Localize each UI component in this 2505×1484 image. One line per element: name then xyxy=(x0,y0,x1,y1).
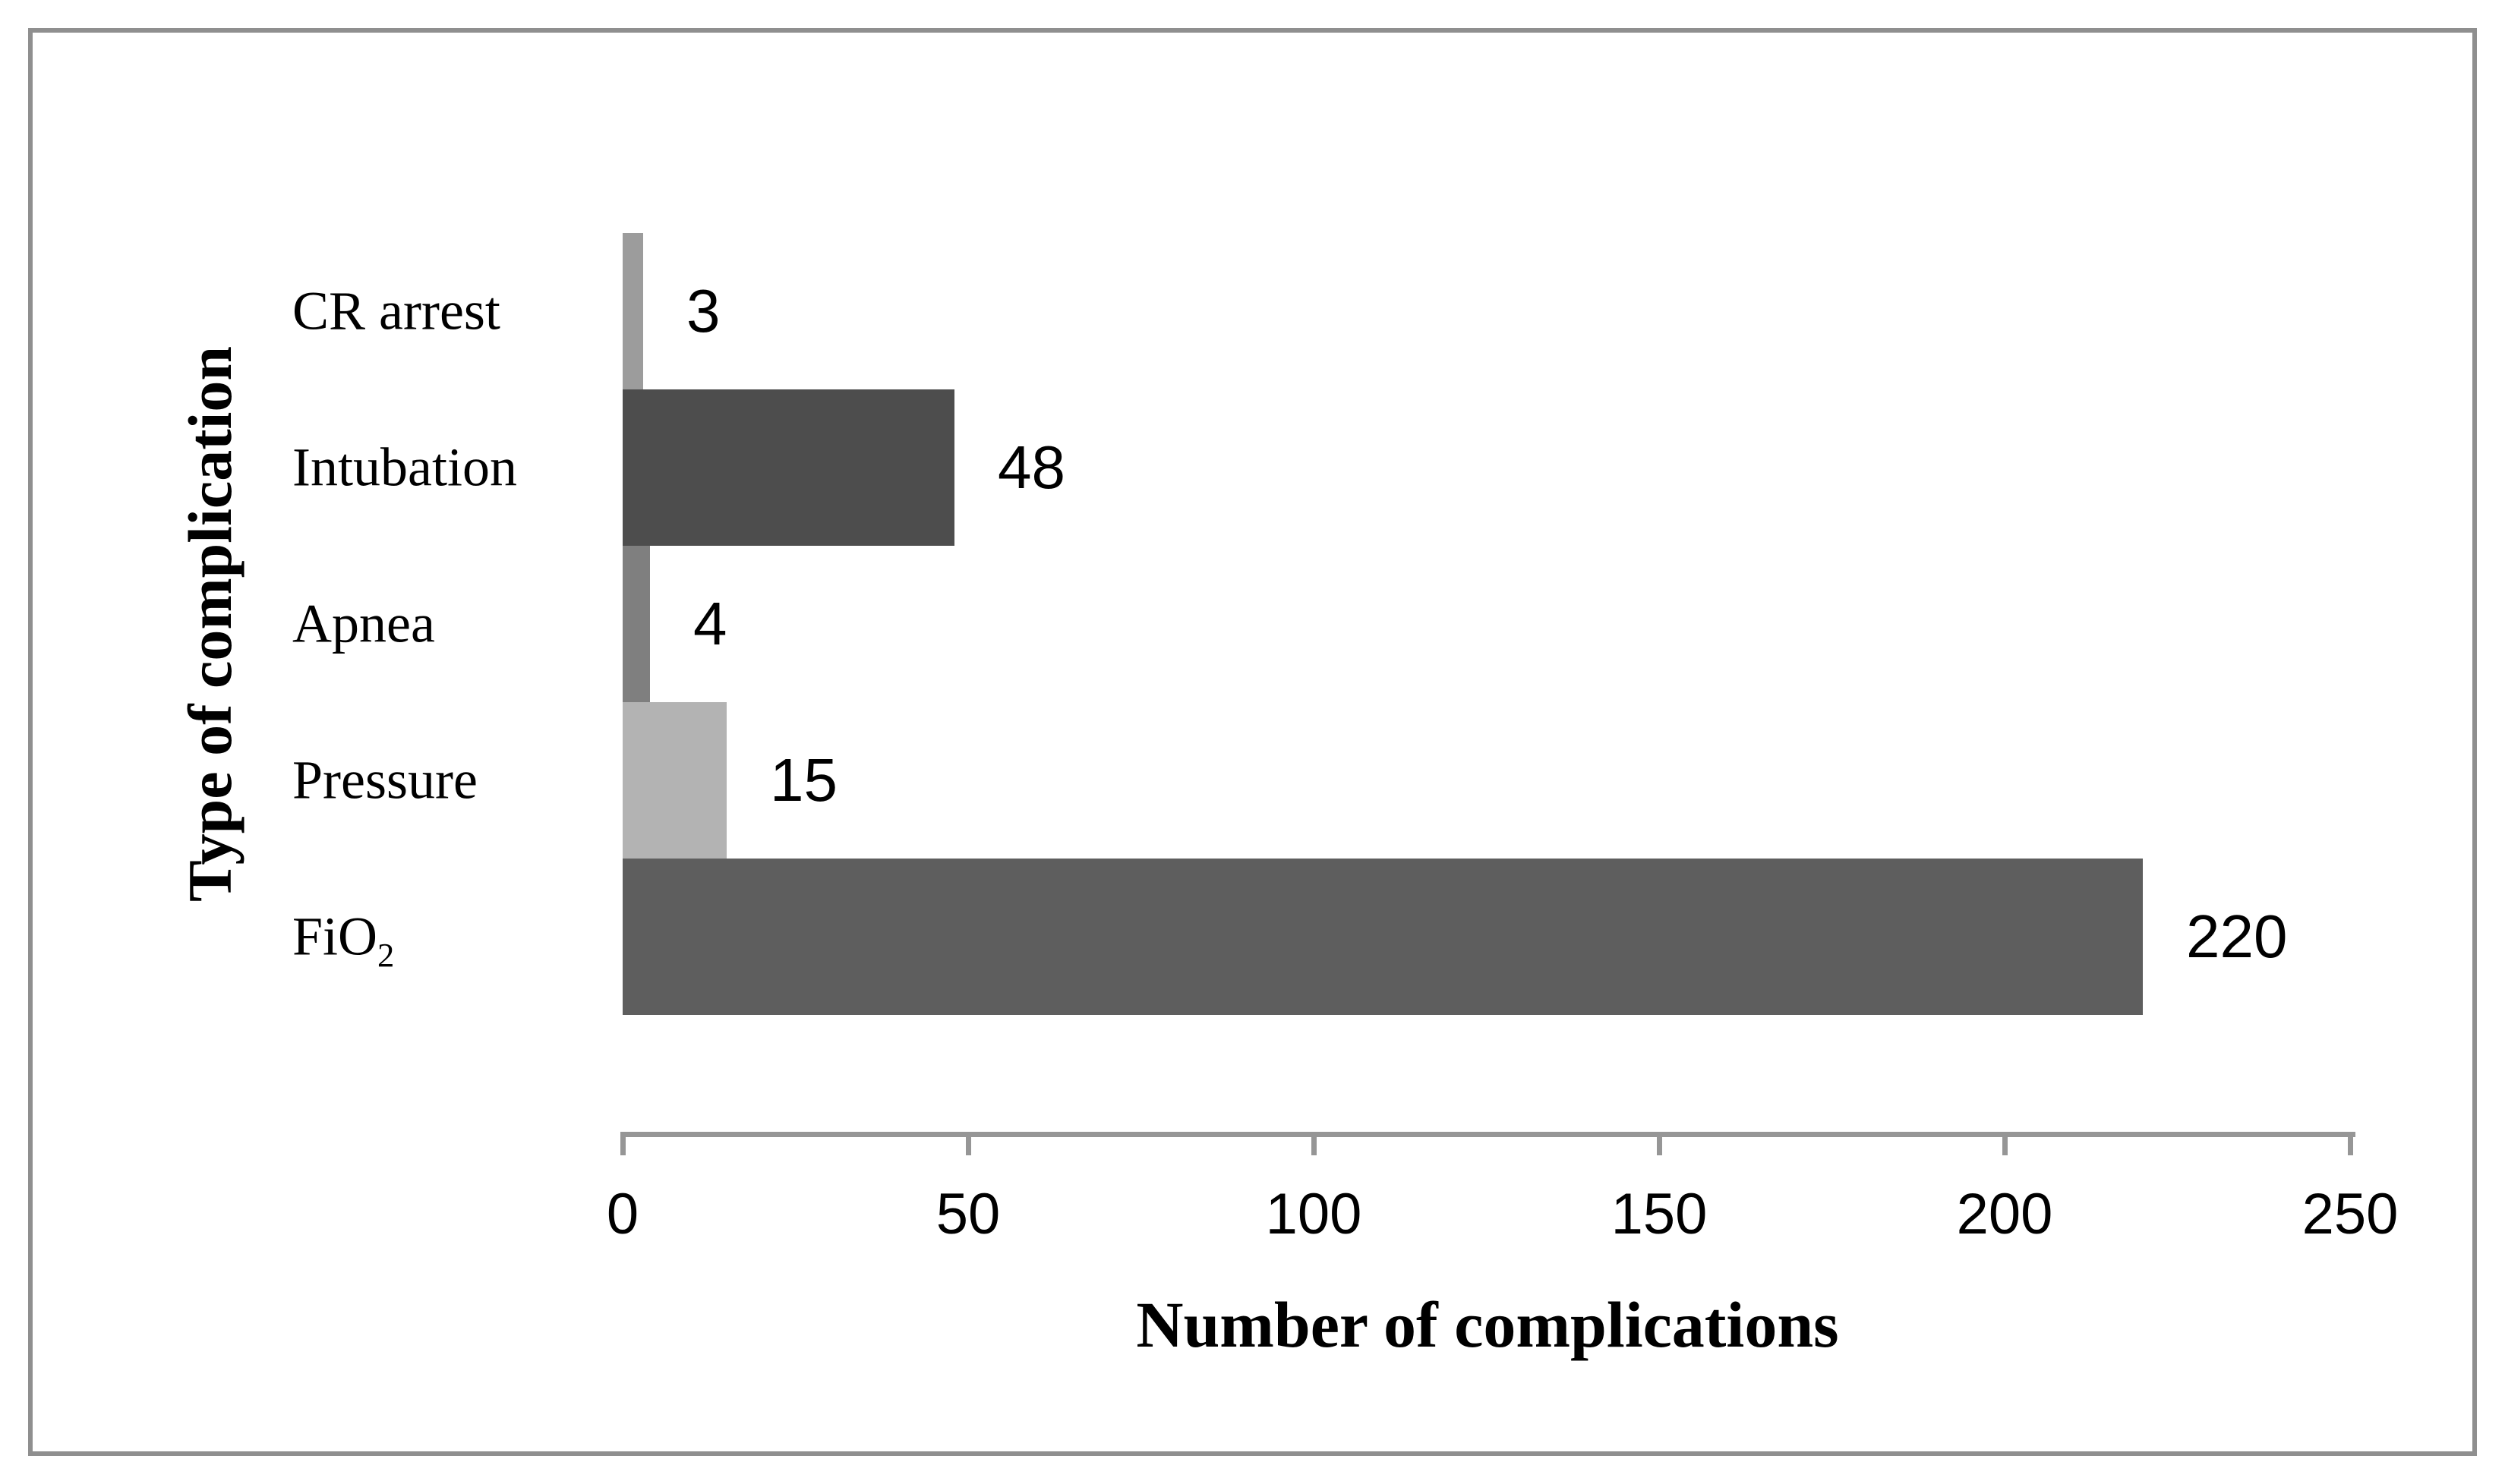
tick-label: 150 xyxy=(1611,1182,1708,1246)
category-label-subscript: 2 xyxy=(377,935,395,974)
bar xyxy=(623,546,650,702)
category-label: Apnea xyxy=(292,593,435,654)
axis-tick xyxy=(2348,1132,2353,1155)
bar xyxy=(623,233,643,389)
value-label: 3 xyxy=(686,277,721,345)
category-label: Pressure xyxy=(292,749,478,811)
category-label: FiO2 xyxy=(292,906,395,974)
value-label: 15 xyxy=(770,746,838,814)
axis-tick xyxy=(620,1132,626,1155)
value-label: 48 xyxy=(998,433,1065,501)
tick-label: 100 xyxy=(1265,1182,1362,1246)
category-label: Intubation xyxy=(292,436,517,498)
x-axis-title: Number of complications xyxy=(1136,1288,1839,1361)
value-label: 4 xyxy=(693,590,727,657)
bar xyxy=(623,702,727,859)
bar xyxy=(623,389,954,546)
axis-tick xyxy=(966,1132,971,1155)
bar xyxy=(623,859,2143,1015)
axis-tick xyxy=(1657,1132,1662,1155)
figure-border xyxy=(28,28,2477,1456)
tick-label: 0 xyxy=(606,1182,639,1246)
axis-tick xyxy=(1311,1132,1317,1155)
tick-label: 50 xyxy=(935,1182,1001,1246)
tick-label: 200 xyxy=(1956,1182,2053,1246)
x-axis-line xyxy=(623,1132,2355,1137)
y-axis-title: Type of complication xyxy=(175,346,245,902)
axis-tick xyxy=(2002,1132,2008,1155)
category-label: CR arrest xyxy=(292,280,500,342)
tick-label: 250 xyxy=(2302,1182,2399,1246)
value-label: 220 xyxy=(2186,903,2288,970)
